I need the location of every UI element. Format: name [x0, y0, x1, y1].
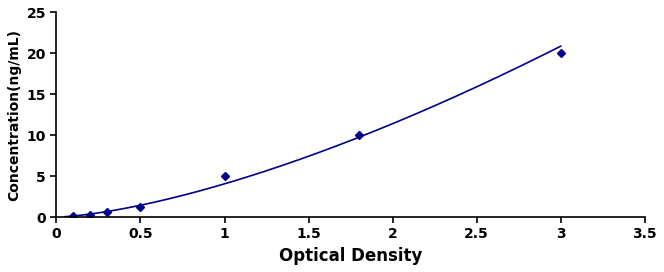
X-axis label: Optical Density: Optical Density — [279, 247, 422, 265]
Y-axis label: Concentration(ng/mL): Concentration(ng/mL) — [7, 29, 21, 201]
